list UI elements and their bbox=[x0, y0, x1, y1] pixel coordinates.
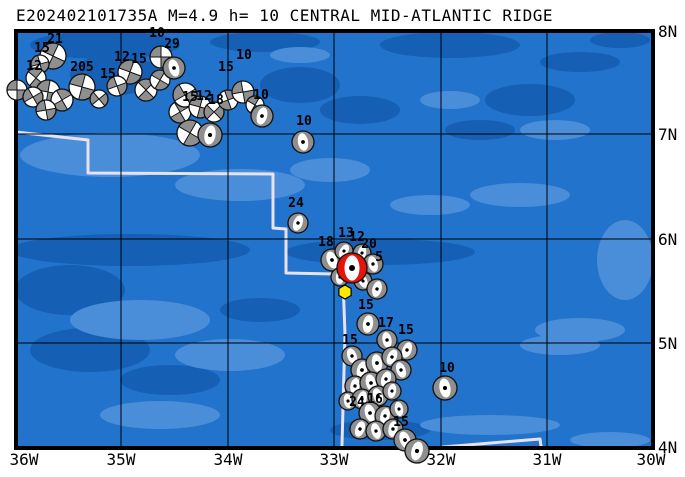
beachball bbox=[356, 312, 380, 336]
beachball bbox=[376, 329, 398, 351]
lat-label: 5N bbox=[658, 334, 677, 353]
beachball-depth-label: 15 bbox=[398, 323, 414, 338]
ocean-patch bbox=[270, 47, 330, 63]
beachball-depth-label: 10 bbox=[439, 361, 455, 376]
ocean-patch bbox=[320, 96, 400, 124]
beachball-depth-label: 15 bbox=[131, 52, 147, 67]
plate-boundary-line bbox=[441, 437, 543, 449]
beachball-depth-label: 10 bbox=[296, 114, 312, 129]
ocean-patch bbox=[380, 32, 520, 58]
beachball-depth-label: 205 bbox=[70, 60, 93, 75]
ocean-patch bbox=[485, 84, 575, 116]
ocean-patch bbox=[445, 120, 515, 140]
map-frame bbox=[14, 29, 655, 450]
ocean-patch bbox=[20, 133, 200, 177]
ocean-patch bbox=[220, 298, 300, 322]
beachball-depth-label: 12 bbox=[26, 59, 42, 74]
beachball bbox=[106, 75, 128, 97]
beachball bbox=[389, 399, 409, 419]
lon-label: 33W bbox=[320, 450, 349, 469]
beachball bbox=[68, 73, 96, 101]
ocean-patch bbox=[30, 31, 180, 59]
beachball bbox=[432, 375, 458, 401]
lon-label: 34W bbox=[214, 450, 243, 469]
beachball-depth-label: 15 bbox=[182, 90, 198, 105]
lat-label: 8N bbox=[658, 22, 677, 41]
beachball bbox=[365, 420, 387, 442]
beachball-depth-label: 15 bbox=[358, 298, 374, 313]
ocean-patch bbox=[590, 32, 650, 48]
beachball bbox=[404, 438, 430, 464]
beachball bbox=[362, 253, 384, 275]
beachball bbox=[250, 104, 274, 128]
beachball-depth-label: 10 bbox=[253, 88, 269, 103]
beachball-depth-label: 18 bbox=[208, 93, 224, 108]
beachball-depth-label: 21 bbox=[47, 32, 63, 47]
ocean-patch bbox=[175, 339, 285, 371]
ocean-patch bbox=[520, 120, 590, 140]
lon-label: 32W bbox=[427, 450, 456, 469]
beachball-depth-label: 15 bbox=[100, 67, 116, 82]
beachball-depth-label: 12 bbox=[196, 89, 212, 104]
ocean-patch bbox=[16, 265, 125, 315]
beachball-depth-label: 16 bbox=[367, 392, 383, 407]
beachball bbox=[35, 99, 57, 121]
lat-label: 7N bbox=[658, 125, 677, 144]
beachball-depth-label: 12 bbox=[114, 50, 130, 65]
ocean-patch bbox=[570, 432, 650, 448]
lon-label: 31W bbox=[533, 450, 562, 469]
main-event-beachball bbox=[336, 252, 368, 284]
beachball-depth-label: 12 bbox=[349, 230, 365, 245]
beachball-depth-label: 15 bbox=[393, 415, 409, 430]
beachball bbox=[366, 278, 388, 300]
beachball-depth-label: 15 bbox=[218, 60, 234, 75]
plate-boundary-line bbox=[14, 130, 334, 276]
ocean-patch bbox=[420, 91, 480, 109]
ocean-patch bbox=[597, 220, 653, 300]
beachball-depth-label: 24 bbox=[349, 395, 365, 410]
beachball bbox=[287, 212, 309, 234]
beachball bbox=[162, 56, 186, 80]
beachball-depth-label: 29 bbox=[164, 37, 180, 52]
beachball bbox=[349, 418, 371, 440]
ocean-patch bbox=[210, 32, 320, 52]
beachball-depth-label: 15 bbox=[34, 41, 50, 56]
beachball-depth-label: 18 bbox=[318, 235, 334, 250]
ocean-patch bbox=[290, 158, 370, 182]
beachball bbox=[382, 381, 402, 401]
beachball bbox=[291, 130, 315, 154]
lat-label: 4N bbox=[658, 438, 677, 457]
beachball-depth-label: 15 bbox=[342, 333, 358, 348]
lon-label: 35W bbox=[107, 450, 136, 469]
beachball-depth-label: 13 bbox=[338, 226, 354, 241]
ocean-patch bbox=[470, 183, 570, 207]
beachball-depth-label: 10 bbox=[149, 26, 165, 41]
ocean-patch bbox=[390, 195, 470, 215]
beachball-depth-label: 17 bbox=[378, 316, 394, 331]
lon-label: 30W bbox=[637, 450, 666, 469]
plot-title: E202402101735A M=4.9 h= 10 CENTRAL MID-A… bbox=[16, 6, 554, 25]
beachball bbox=[89, 89, 109, 109]
ocean-patch bbox=[100, 401, 220, 429]
ocean-patch bbox=[520, 335, 600, 355]
ocean-patch bbox=[120, 365, 220, 395]
beachball bbox=[231, 80, 255, 104]
beachball bbox=[197, 122, 223, 148]
ocean-patch bbox=[420, 415, 560, 435]
ocean-patch bbox=[16, 234, 250, 266]
beachball-depth-label: 10 bbox=[236, 48, 252, 63]
beachball-depth-label: 24 bbox=[288, 196, 304, 211]
lat-label: 6N bbox=[658, 230, 677, 249]
beachball-depth-label: 20 bbox=[361, 237, 377, 252]
ocean-patch bbox=[70, 300, 210, 340]
ocean-patch bbox=[540, 52, 620, 72]
lon-label: 36W bbox=[10, 450, 39, 469]
ocean-patch bbox=[260, 67, 340, 103]
beachball bbox=[203, 101, 225, 123]
beachball-depth-label: 5 bbox=[375, 250, 383, 265]
beachball bbox=[22, 86, 44, 108]
event-marker bbox=[338, 284, 352, 300]
